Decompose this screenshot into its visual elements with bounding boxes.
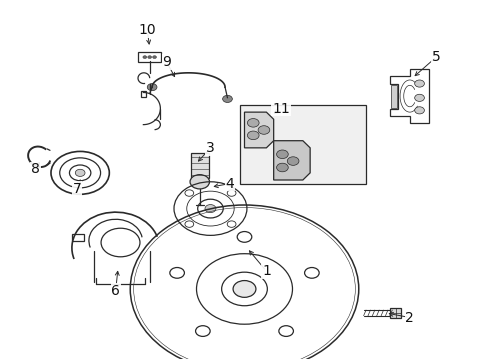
Text: 6: 6 <box>111 284 120 298</box>
Polygon shape <box>273 141 309 180</box>
FancyBboxPatch shape <box>389 308 400 318</box>
Circle shape <box>190 175 209 189</box>
Text: 3: 3 <box>205 141 214 155</box>
FancyBboxPatch shape <box>390 85 396 108</box>
Text: 4: 4 <box>225 176 234 190</box>
Circle shape <box>414 107 424 114</box>
Circle shape <box>247 118 259 127</box>
Circle shape <box>276 150 287 158</box>
Text: 11: 11 <box>271 102 289 116</box>
Circle shape <box>75 169 85 176</box>
Text: 1: 1 <box>262 264 270 278</box>
Circle shape <box>204 204 216 213</box>
Circle shape <box>414 94 424 102</box>
Text: 2: 2 <box>405 311 413 324</box>
Circle shape <box>147 84 157 91</box>
Circle shape <box>142 56 146 59</box>
Circle shape <box>233 280 255 297</box>
FancyBboxPatch shape <box>191 153 208 178</box>
Circle shape <box>152 56 156 59</box>
Circle shape <box>147 56 151 59</box>
Circle shape <box>287 157 298 165</box>
Circle shape <box>247 131 259 140</box>
FancyBboxPatch shape <box>239 105 366 184</box>
Text: 10: 10 <box>138 23 156 37</box>
Circle shape <box>222 95 232 103</box>
Circle shape <box>414 80 424 87</box>
Text: 5: 5 <box>431 50 440 64</box>
Text: 8: 8 <box>31 162 40 176</box>
Circle shape <box>258 126 269 134</box>
Text: 9: 9 <box>162 55 171 69</box>
Polygon shape <box>244 112 273 148</box>
Circle shape <box>276 163 287 172</box>
Text: 7: 7 <box>72 182 81 196</box>
